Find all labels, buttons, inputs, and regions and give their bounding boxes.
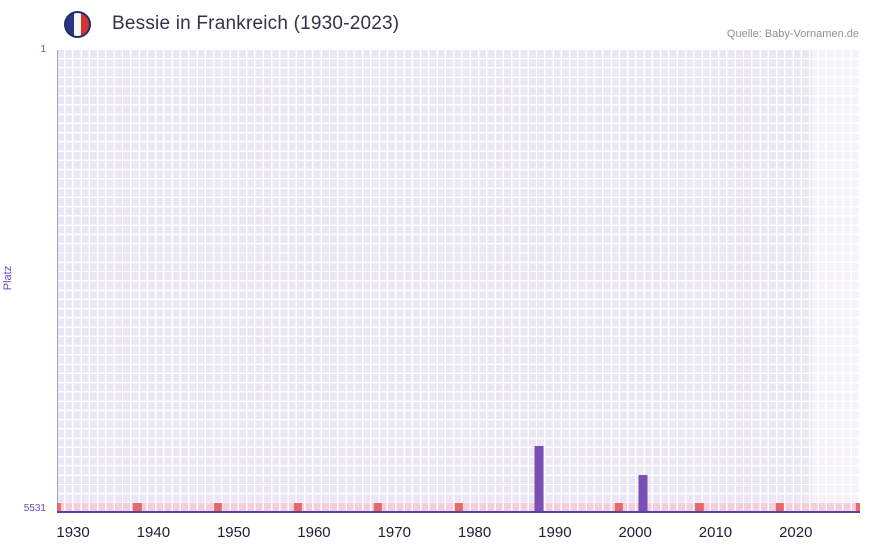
x-tick-2020: 2020 (779, 524, 813, 541)
x-tick-1950: 1950 (216, 524, 251, 541)
chart-title: Bessie in Frankreich (1930-2023) (112, 13, 400, 34)
rank-bar-1988 (534, 445, 544, 511)
decade-marker-1948 (213, 503, 222, 511)
x-tick-2000: 2000 (618, 524, 652, 541)
decade-marker-1998 (614, 503, 624, 511)
decade-marker-1968 (374, 503, 383, 511)
x-tick-1930: 1930 (56, 524, 90, 541)
x-tick-1940: 1940 (136, 524, 171, 541)
x-tick-1980: 1980 (457, 524, 492, 541)
x-axis-line (57, 511, 860, 513)
y-tick-top: 1 (40, 44, 46, 55)
decade-marker-2028 (855, 503, 860, 511)
plot-area (57, 50, 860, 513)
decade-marker-1978 (454, 503, 463, 511)
x-tick-1960: 1960 (297, 524, 331, 541)
y-axis-label: Platz (2, 265, 15, 291)
recent-years-band (811, 50, 860, 513)
year-strip (57, 503, 860, 511)
france-flag-icon (64, 11, 91, 38)
decade-marker-2008 (695, 503, 704, 511)
decade-marker-1928 (57, 503, 62, 511)
x-tick-2010: 2010 (698, 524, 733, 541)
rank-bar-2001 (638, 474, 648, 511)
y-tick-bottom: 5531 (23, 503, 46, 514)
decade-marker-1958 (293, 503, 303, 511)
y-axis-line (57, 50, 58, 513)
x-tick-1970: 1970 (377, 524, 411, 541)
decade-marker-1938 (133, 503, 142, 511)
source-credit: Quelle: Baby-Vornamen.de (726, 28, 859, 40)
x-tick-1990: 1990 (538, 524, 572, 541)
decade-marker-2018 (775, 503, 784, 511)
x-axis-ticks: 1930 1940 1950 1960 1970 1980 1990 2000 2010 2020 (56, 524, 860, 546)
